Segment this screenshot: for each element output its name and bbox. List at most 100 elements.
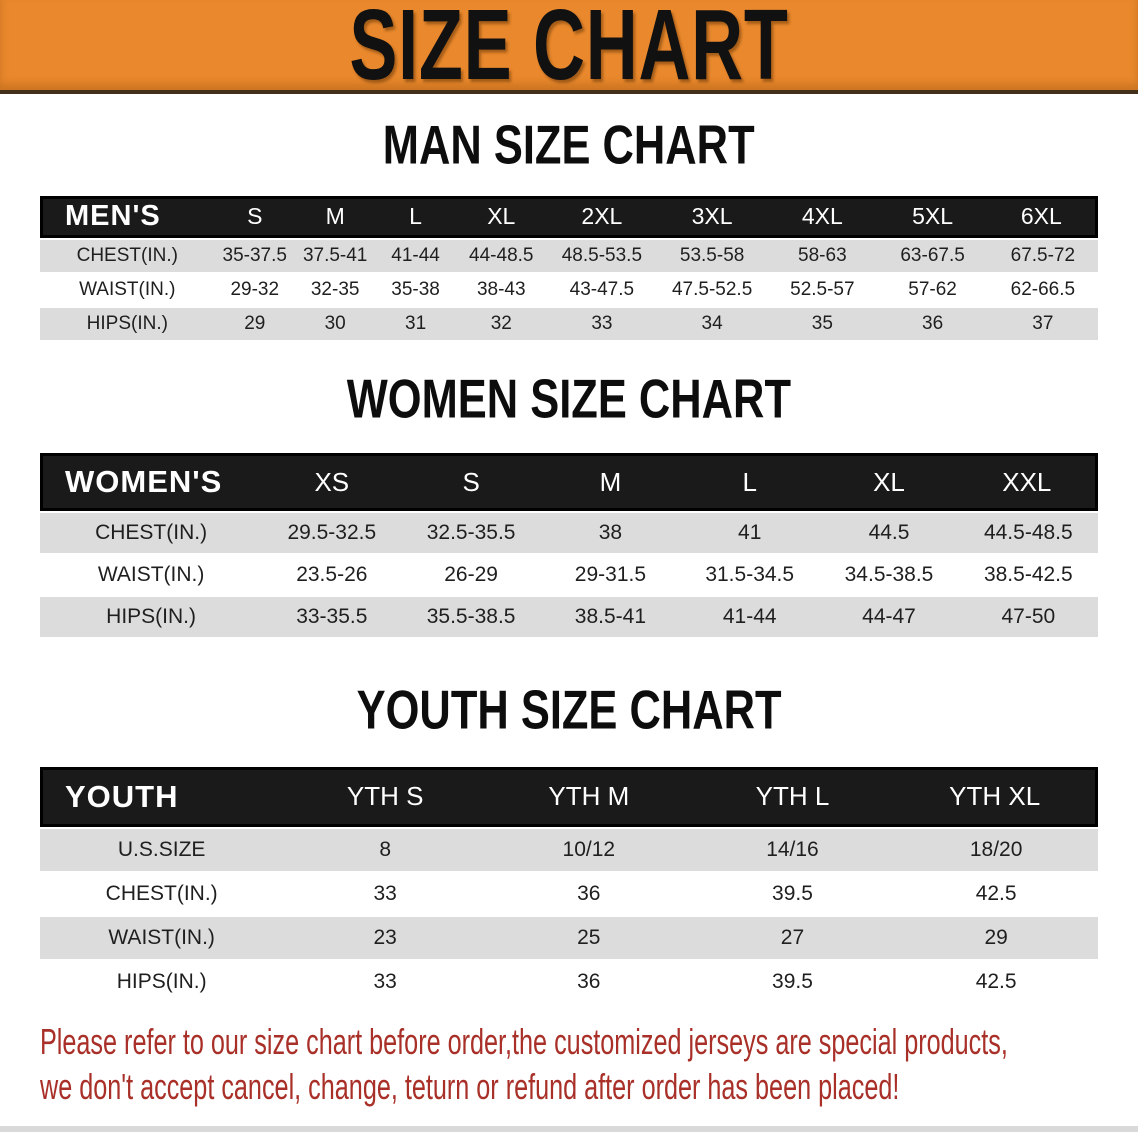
size-value: 36 xyxy=(486,960,691,1003)
size-value: 42.5 xyxy=(894,872,1098,915)
column-header: XXL xyxy=(958,453,1098,512)
size-value: 38 xyxy=(540,513,681,554)
youth-table-body: U.S.SIZE 8 10/12 14/16 18/20 CHEST(IN.) 33 36 39… xyxy=(40,828,1098,1003)
column-header: 2XL xyxy=(546,195,657,238)
size-value: 62-66.5 xyxy=(987,273,1098,306)
size-value: 26-29 xyxy=(401,555,541,596)
table-row: CHEST(IN.) 29.5-32.5 32.5-35.5 38 41 44.5 44.5… xyxy=(40,513,1098,554)
size-value: 23 xyxy=(283,916,487,959)
table-row: HIPS(IN.) 33-35.5 35.5-38.5 38.5-41 41-44 44-… xyxy=(40,597,1098,638)
table-row: U.S.SIZE 8 10/12 14/16 18/20 xyxy=(40,828,1098,871)
size-value: 31.5-34.5 xyxy=(680,555,820,596)
column-header: YTH M xyxy=(486,766,691,827)
size-value: 41-44 xyxy=(680,597,820,638)
size-value: 8 xyxy=(283,828,487,871)
size-value: 53.5-58 xyxy=(657,239,768,272)
size-value: 34.5-38.5 xyxy=(819,555,959,596)
column-header: 5XL xyxy=(877,195,988,238)
size-value: 30 xyxy=(294,307,376,340)
table-row: WAIST(IN.) 23.5-26 26-29 29-31.5 31.5-34.5 34… xyxy=(40,555,1098,596)
row-label: HIPS(IN.) xyxy=(40,960,284,1003)
size-value: 36 xyxy=(486,872,691,915)
size-value: 32.5-35.5 xyxy=(401,513,541,554)
size-value: 25 xyxy=(486,916,691,959)
column-header: 3XL xyxy=(657,195,768,238)
women-section-heading: WOMEN SIZE CHART xyxy=(0,368,1138,430)
size-value: 41-44 xyxy=(375,239,456,272)
size-value: 29 xyxy=(214,307,295,340)
disclaimer-line-1: Please refer to our size chart before or… xyxy=(40,1020,1008,1062)
size-value: 44.5 xyxy=(819,513,959,554)
size-value: 44-47 xyxy=(819,597,959,638)
column-header: 6XL xyxy=(987,195,1098,238)
size-value: 38.5-41 xyxy=(540,597,681,638)
size-value: 44.5-48.5 xyxy=(958,513,1098,554)
size-value: 47.5-52.5 xyxy=(657,273,768,306)
men-table-body: CHEST(IN.) 35-37.5 37.5-41 41-44 44-48.5 48.5… xyxy=(40,239,1098,340)
size-value: 35-38 xyxy=(375,273,456,306)
table-group-label: MEN'S xyxy=(40,195,215,238)
table-row: HIPS(IN.) 29 30 31 32 33 34 35 36 37 xyxy=(40,307,1098,340)
size-value: 37.5-41 xyxy=(294,239,376,272)
men-section-heading: MAN SIZE CHART xyxy=(0,117,1138,175)
table-row: WAIST(IN.) 29-32 32-35 35-38 38-43 43-47.5 47.… xyxy=(40,273,1098,306)
disclaimer: Please refer to our size chart before or… xyxy=(40,1019,1138,1109)
row-label: WAIST(IN.) xyxy=(40,555,263,596)
bottom-edge-strip xyxy=(0,1126,1138,1132)
table-row: CHEST(IN.) 35-37.5 37.5-41 41-44 44-48.5 48.5… xyxy=(40,239,1098,272)
size-value: 29 xyxy=(894,916,1098,959)
header-row: MEN'S S M L XL 2XL 3XL 4XL 5XL 6XL xyxy=(40,195,1098,238)
size-value: 48.5-53.5 xyxy=(546,239,657,272)
row-label: CHEST(IN.) xyxy=(40,872,284,915)
column-header: YTH L xyxy=(690,766,895,827)
size-value: 67.5-72 xyxy=(987,239,1098,272)
size-value: 35 xyxy=(767,307,878,340)
men-size-table: MEN'S S M L XL 2XL 3XL 4XL 5XL 6XL CHEST(IN.) 35-3… xyxy=(40,194,1098,342)
table-row: WAIST(IN.) 23 25 27 29 xyxy=(40,916,1098,959)
size-value: 29-31.5 xyxy=(540,555,681,596)
column-header: M xyxy=(294,195,376,238)
column-header: L xyxy=(375,195,456,238)
size-value: 41 xyxy=(680,513,820,554)
column-header: YTH XL xyxy=(894,766,1098,827)
size-value: 38-43 xyxy=(455,273,547,306)
size-value: 31 xyxy=(375,307,456,340)
size-value: 10/12 xyxy=(486,828,691,871)
size-value: 33-35.5 xyxy=(262,597,402,638)
row-label: WAIST(IN.) xyxy=(40,273,215,306)
size-value: 52.5-57 xyxy=(767,273,878,306)
row-label: U.S.SIZE xyxy=(40,828,284,871)
size-value: 32-35 xyxy=(294,273,376,306)
row-label: WAIST(IN.) xyxy=(40,916,284,959)
size-value: 42.5 xyxy=(894,960,1098,1003)
column-header: 4XL xyxy=(767,195,878,238)
size-value: 27 xyxy=(690,916,895,959)
size-value: 18/20 xyxy=(894,828,1098,871)
youth-size-table: YOUTH YTH S YTH M YTH L YTH XL U.S.SIZE 8 10/1… xyxy=(40,765,1098,1005)
size-value: 32 xyxy=(455,307,547,340)
column-header: M xyxy=(540,453,681,512)
row-label: CHEST(IN.) xyxy=(40,513,263,554)
column-header: L xyxy=(680,453,820,512)
table-row: HIPS(IN.) 33 36 39.5 42.5 xyxy=(40,960,1098,1003)
size-value: 35.5-38.5 xyxy=(401,597,541,638)
size-value: 57-62 xyxy=(877,273,988,306)
women-section-heading-text: WOMEN SIZE CHART xyxy=(346,368,792,430)
youth-section-heading: YOUTH SIZE CHART xyxy=(0,680,1138,742)
size-value: 38.5-42.5 xyxy=(958,555,1098,596)
header-row: WOMEN'S XS S M L XL XXL xyxy=(40,453,1098,512)
youth-section-heading-text: YOUTH SIZE CHART xyxy=(356,680,782,742)
size-value: 63-67.5 xyxy=(877,239,988,272)
row-label: CHEST(IN.) xyxy=(40,239,215,272)
size-value: 43-47.5 xyxy=(546,273,657,306)
youth-table-header: YOUTH YTH S YTH M YTH L YTH XL xyxy=(40,766,1098,827)
table-row: CHEST(IN.) 33 36 39.5 42.5 xyxy=(40,872,1098,915)
size-value: 29-32 xyxy=(214,273,295,306)
size-chart-banner: SIZE CHART xyxy=(0,0,1138,101)
size-value: 37 xyxy=(987,307,1098,340)
size-value: 44-48.5 xyxy=(455,239,547,272)
size-chart-title: SIZE CHART xyxy=(349,0,789,101)
men-table-header: MEN'S S M L XL 2XL 3XL 4XL 5XL 6XL xyxy=(40,195,1098,238)
size-value: 23.5-26 xyxy=(262,555,402,596)
size-value: 34 xyxy=(657,307,768,340)
